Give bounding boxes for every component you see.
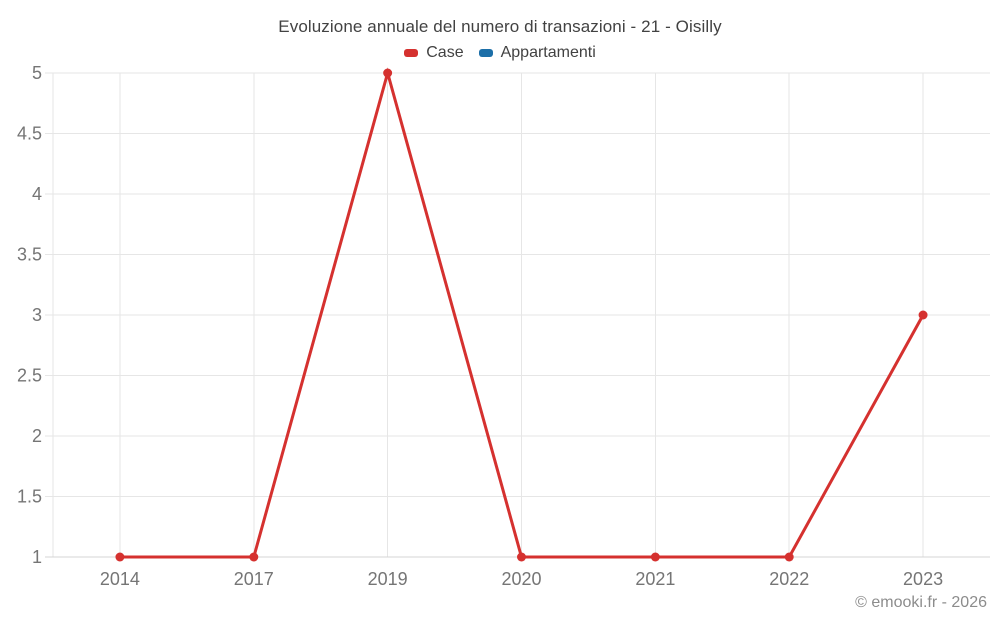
copyright-label: © emooki.fr - 2026 <box>855 594 987 611</box>
x-tick-label: 2017 <box>234 569 274 589</box>
y-tick-label: 1.5 <box>17 487 42 507</box>
x-tick-label: 2021 <box>635 569 675 589</box>
y-tick-label: 4 <box>32 184 42 204</box>
chart-title: Evoluzione annuale del numero di transaz… <box>278 17 722 36</box>
legend: Case Appartamenti <box>0 44 1000 62</box>
y-tick-label: 2 <box>32 426 42 446</box>
data-point-case[interactable] <box>784 552 794 562</box>
data-point-case[interactable] <box>383 68 393 78</box>
x-tick-label: 2023 <box>903 569 943 589</box>
y-tick-label: 4.5 <box>17 124 42 144</box>
legend-swatch-case <box>404 49 419 57</box>
legend-item-appartamenti[interactable]: Appartamenti <box>478 44 596 62</box>
legend-item-case[interactable]: Case <box>404 44 464 62</box>
y-tick-label: 1 <box>32 547 42 567</box>
data-point-case[interactable] <box>115 552 125 562</box>
legend-label: Case <box>426 44 464 61</box>
data-point-case[interactable] <box>650 552 660 562</box>
x-tick-label: 2020 <box>501 569 541 589</box>
data-point-case[interactable] <box>918 310 928 320</box>
y-tick-label: 3 <box>32 305 42 325</box>
y-tick-label: 2.5 <box>17 366 42 386</box>
data-point-case[interactable] <box>249 552 259 562</box>
data-point-case[interactable] <box>517 552 526 562</box>
y-tick-label: 3.5 <box>17 245 42 265</box>
legend-swatch-appartamenti <box>478 49 493 57</box>
x-tick-label: 2019 <box>368 569 408 589</box>
x-tick-label: 2022 <box>769 569 809 589</box>
x-tick-label: 2014 <box>100 569 140 589</box>
y-tick-label: 5 <box>32 63 42 83</box>
legend-label: Appartamenti <box>500 44 596 61</box>
